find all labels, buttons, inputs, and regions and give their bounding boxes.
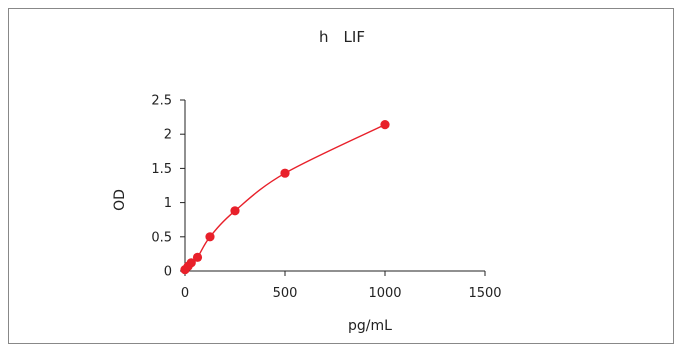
data-point xyxy=(280,168,290,178)
fit-curve-line xyxy=(184,123,386,271)
y-tick-label: 1 xyxy=(164,196,172,211)
x-tick-label: 0 xyxy=(181,286,189,301)
axes-group: 0 0.5 1 1.5 2 2.5 0 500 1000 1500 xyxy=(151,94,501,302)
chart-frame xyxy=(8,8,674,344)
data-point xyxy=(380,120,390,130)
data-point xyxy=(186,258,196,268)
y-tick-label: 2 xyxy=(164,128,172,143)
data-point xyxy=(192,252,203,262)
y-tick-label: 0 xyxy=(164,265,172,280)
y-axis-title: OD xyxy=(112,189,128,211)
fit-curve-group xyxy=(184,123,386,271)
data-points-group xyxy=(180,120,390,275)
x-tick-label: 500 xyxy=(273,286,298,301)
x-tick-label: 1500 xyxy=(468,286,501,301)
y-tick-label: 2.5 xyxy=(151,94,172,109)
y-tick-label: 1.5 xyxy=(151,162,172,177)
data-point xyxy=(205,232,215,242)
data-point xyxy=(230,206,240,216)
x-tick-label: 1000 xyxy=(368,286,401,301)
y-tick-label: 0.5 xyxy=(151,230,172,245)
x-axis-title: pg/mL xyxy=(348,318,392,334)
chart-title: h LIF xyxy=(319,28,365,46)
